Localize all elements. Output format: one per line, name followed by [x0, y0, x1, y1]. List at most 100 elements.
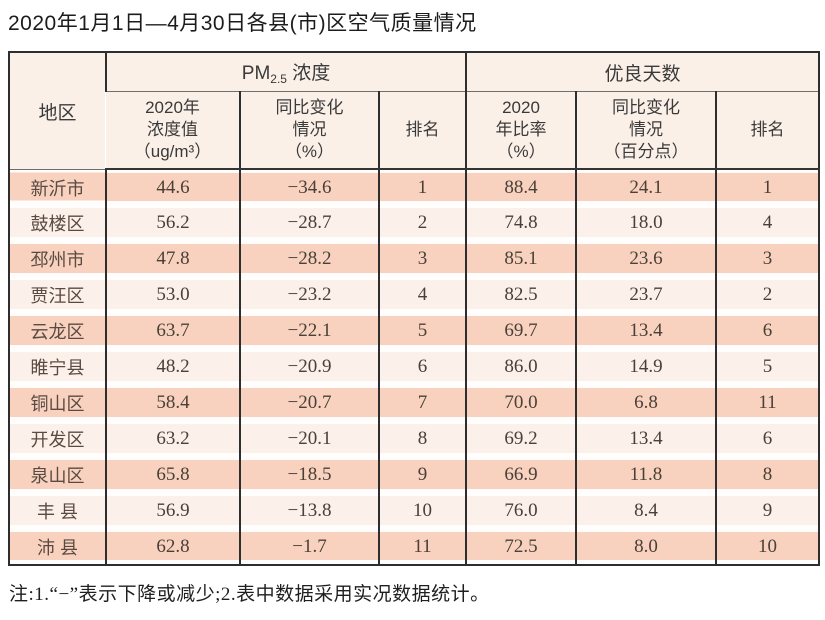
table-row: 铜山区 58.4 −20.7 7 70.0 6.8 11 — [9, 385, 820, 422]
region-cell: 开发区 — [9, 421, 106, 458]
value-cell: 74.8 — [465, 205, 577, 242]
region-cell: 铜山区 — [9, 385, 106, 422]
value-cell: 62.8 — [105, 529, 240, 566]
table-row: 丰 县 56.9 −13.8 10 76.0 8.4 9 — [9, 493, 820, 530]
value-cell: 8 — [377, 421, 467, 458]
value-cell: 69.7 — [465, 313, 577, 350]
value-cell: 7 — [377, 385, 467, 422]
header-sub-row: 2020年 浓度值 （ug/m³） 同比变化 情况 （%） 排名 2020 年比… — [9, 91, 820, 171]
column-header-good-ratio: 2020 年比率 （%） — [465, 91, 577, 171]
table-body: 新沂市 44.6 −34.6 1 88.4 24.1 1 鼓楼区 56.2 −28.7 2 74.8 1… — [9, 169, 820, 566]
value-cell: 66.9 — [465, 457, 577, 494]
value-cell: 76.0 — [465, 493, 577, 530]
value-cell: 6.8 — [575, 385, 717, 422]
value-cell: 58.4 — [105, 385, 240, 422]
value-cell: 56.2 — [105, 205, 240, 242]
value-cell: 82.5 — [465, 277, 577, 314]
column-header-pm-value: 2020年 浓度值 （ug/m³） — [106, 91, 240, 171]
value-cell: 13.4 — [575, 313, 717, 350]
table-header: 地区 PM2.5 浓度 优良天数 2020年 浓度值 （ug/m³） 同比变化 … — [9, 52, 820, 171]
table-row: 沛 县 62.8 −1.7 11 72.5 8.0 10 — [9, 529, 820, 566]
value-cell: 11 — [377, 529, 467, 566]
value-cell: 47.8 — [105, 241, 240, 278]
value-cell: −18.5 — [239, 457, 379, 494]
value-cell: 8.0 — [575, 529, 717, 566]
value-cell: 18.0 — [575, 205, 717, 242]
value-cell: 9 — [715, 493, 820, 530]
value-cell: 53.0 — [105, 277, 240, 314]
value-cell: −20.9 — [239, 349, 379, 386]
value-cell: 5 — [715, 349, 820, 386]
value-cell: −20.1 — [239, 421, 379, 458]
value-cell: 9 — [377, 457, 467, 494]
value-cell: −13.8 — [239, 493, 379, 530]
value-cell: −34.6 — [239, 169, 379, 206]
value-cell: 10 — [377, 493, 467, 530]
column-header-pm-change: 同比变化 情况 （%） — [239, 91, 379, 171]
value-cell: 11.8 — [575, 457, 717, 494]
value-cell: 23.7 — [575, 277, 717, 314]
value-cell: −22.1 — [239, 313, 379, 350]
value-cell: 8 — [715, 457, 820, 494]
value-cell: 11 — [715, 385, 820, 422]
region-cell: 沛 县 — [9, 529, 106, 566]
table-row: 贾汪区 53.0 −23.2 4 82.5 23.7 2 — [9, 277, 820, 314]
region-cell: 新沂市 — [9, 169, 106, 206]
value-cell: 1 — [377, 169, 467, 206]
region-cell: 贾汪区 — [9, 277, 106, 314]
table-row: 新沂市 44.6 −34.6 1 88.4 24.1 1 — [9, 169, 820, 206]
table-row: 开发区 63.2 −20.1 8 69.2 13.4 6 — [9, 421, 820, 458]
value-cell: −1.7 — [239, 529, 379, 566]
table-row: 邳州市 47.8 −28.2 3 85.1 23.6 3 — [9, 241, 820, 278]
column-group-pm25: PM2.5 浓度 — [104, 52, 467, 92]
value-cell: 13.4 — [575, 421, 717, 458]
value-cell: −23.2 — [239, 277, 379, 314]
region-cell: 丰 县 — [9, 493, 106, 530]
value-cell: 10 — [715, 529, 820, 566]
footnote: 注:1.“−”表示下降或减少;2.表中数据采用实况数据统计。 — [9, 584, 490, 606]
value-cell: 1 — [715, 169, 820, 206]
value-cell: 2 — [715, 277, 820, 314]
table-row: 云龙区 63.7 −22.1 5 69.7 13.4 6 — [9, 313, 820, 350]
value-cell: 85.1 — [465, 241, 577, 278]
value-cell: 6 — [715, 313, 820, 350]
column-header-pm-rank: 排名 — [377, 91, 467, 171]
region-cell: 鼓楼区 — [9, 205, 106, 242]
column-group-good-days: 优良天数 — [465, 52, 820, 92]
column-header-region: 地区 — [9, 52, 106, 170]
value-cell: −28.2 — [239, 241, 379, 278]
air-quality-table: 地区 PM2.5 浓度 优良天数 2020年 浓度值 （ug/m³） 同比变化 … — [8, 51, 821, 567]
table-row: 鼓楼区 56.2 −28.7 2 74.8 18.0 4 — [9, 205, 820, 242]
region-cell: 邳州市 — [9, 241, 106, 278]
value-cell: 4 — [715, 205, 820, 242]
column-header-good-rank: 排名 — [715, 91, 820, 171]
value-cell: 86.0 — [465, 349, 577, 386]
pm25-label-subscript: 2.5 — [270, 72, 287, 87]
value-cell: 44.6 — [105, 169, 240, 206]
value-cell: 3 — [377, 241, 467, 278]
value-cell: 69.2 — [465, 421, 577, 458]
value-cell: 24.1 — [575, 169, 717, 206]
value-cell: 23.6 — [575, 241, 717, 278]
region-cell: 睢宁县 — [9, 349, 106, 386]
value-cell: −20.7 — [239, 385, 379, 422]
value-cell: 72.5 — [465, 529, 577, 566]
value-cell: 63.2 — [105, 421, 240, 458]
value-cell: 63.7 — [105, 313, 240, 350]
value-cell: 48.2 — [105, 349, 240, 386]
pm25-label-suffix: 浓度 — [286, 63, 331, 85]
pm25-label-prefix: PM — [241, 63, 271, 85]
value-cell: 8.4 — [575, 493, 717, 530]
region-cell: 云龙区 — [9, 313, 106, 350]
value-cell: 5 — [377, 313, 467, 350]
value-cell: 4 — [377, 277, 467, 314]
value-cell: 70.0 — [465, 385, 577, 422]
value-cell: 2 — [377, 205, 467, 242]
header-group-row: 地区 PM2.5 浓度 优良天数 — [9, 52, 820, 170]
value-cell: 56.9 — [105, 493, 240, 530]
value-cell: −28.7 — [239, 205, 379, 242]
region-cell: 泉山区 — [9, 457, 106, 494]
value-cell: 6 — [715, 421, 820, 458]
column-header-good-change: 同比变化 情况 （百分点） — [575, 91, 717, 171]
